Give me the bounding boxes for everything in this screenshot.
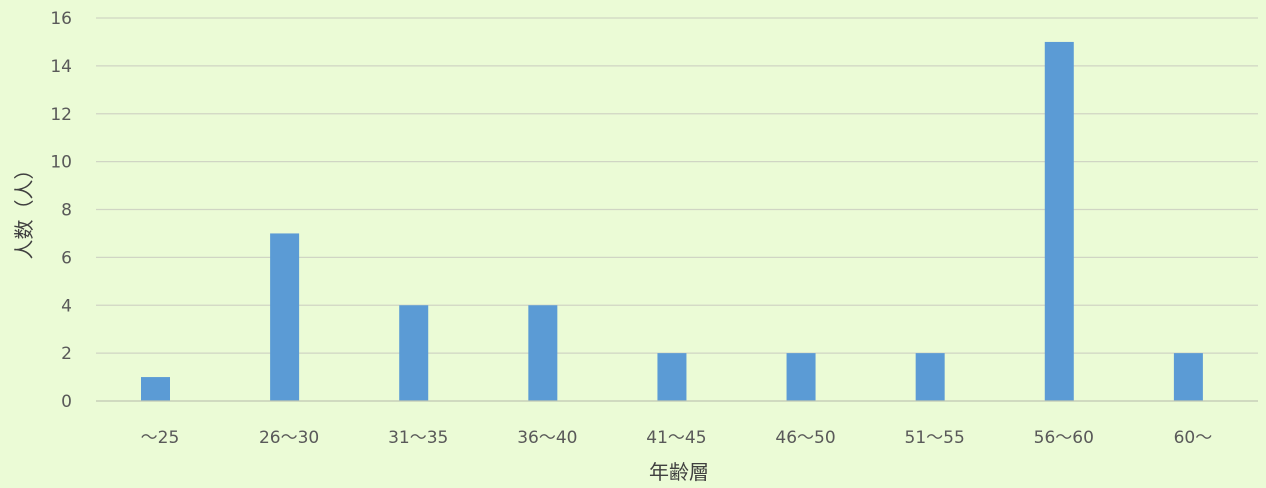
bar (399, 305, 429, 401)
bar (657, 353, 687, 401)
bar (786, 353, 816, 401)
x-tick-label: 60〜 (1174, 428, 1213, 448)
y-axis-title: 人数（人） (12, 160, 36, 260)
bar (1173, 353, 1203, 401)
x-tick-label: 41〜45 (646, 428, 706, 448)
y-axis-tick-labels: 0 2 4 6 8 10 12 14 16 (50, 9, 72, 412)
y-tick-label: 8 (61, 201, 72, 221)
x-tick-label: 26〜30 (259, 428, 319, 448)
bar (141, 377, 170, 401)
y-tick-label: 4 (61, 296, 72, 316)
y-tick-label: 16 (50, 9, 72, 29)
y-tick-label: 0 (61, 392, 72, 412)
y-tick-label: 6 (61, 248, 72, 268)
y-tick-label: 14 (50, 57, 72, 77)
y-tick-label: 2 (61, 344, 72, 364)
y-tick-label: 10 (50, 153, 72, 173)
bar (915, 353, 945, 401)
x-tick-label: 36〜40 (517, 428, 577, 448)
x-tick-label: 46〜50 (775, 428, 835, 448)
x-axis-tick-labels: 〜25 26〜30 31〜35 36〜40 41〜45 46〜50 51〜55 56〜60 60… (141, 428, 1213, 448)
bar (270, 233, 300, 401)
bar (1044, 41, 1074, 401)
bar (528, 305, 558, 401)
x-tick-label: 56〜60 (1034, 428, 1094, 448)
x-tick-label: 51〜55 (905, 428, 965, 448)
x-axis-title: 年齢層 (649, 460, 709, 484)
y-tick-label: 12 (50, 105, 72, 125)
x-tick-label: 〜25 (141, 428, 180, 448)
bars (141, 41, 1203, 401)
x-tick-label: 31〜35 (388, 428, 448, 448)
